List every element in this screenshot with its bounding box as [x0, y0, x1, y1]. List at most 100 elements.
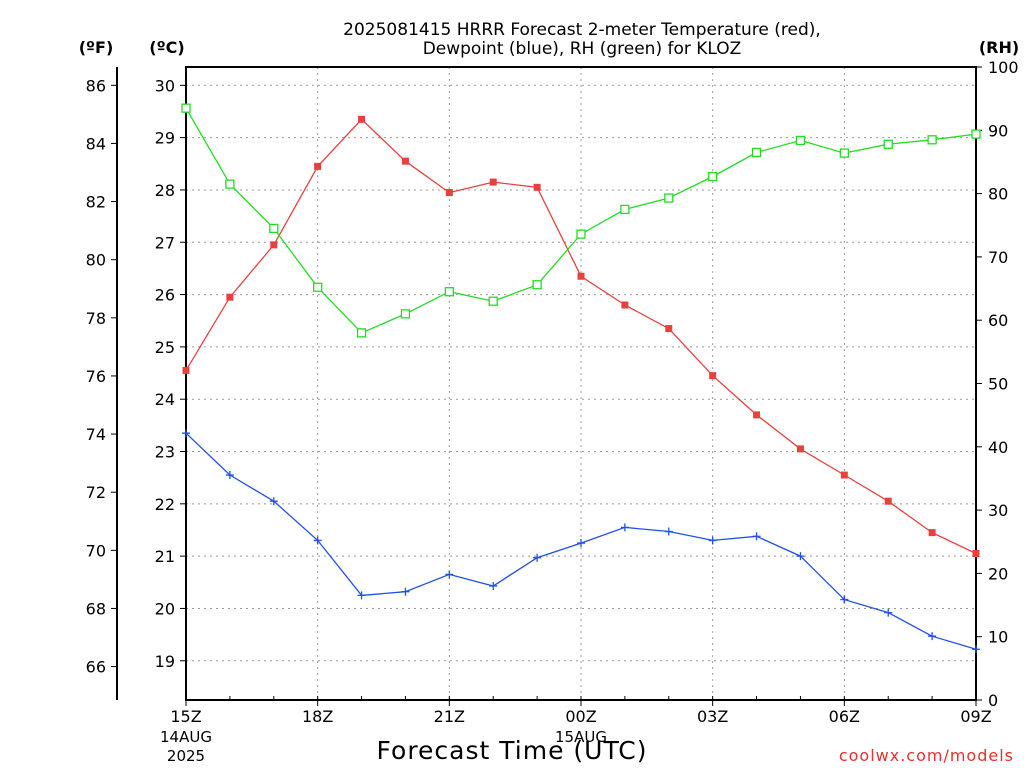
fahrenheit-tick-label: 80 — [86, 251, 106, 270]
rh-point — [225, 179, 235, 189]
x-axis-label: Forecast Time (UTC) — [377, 736, 648, 765]
time-tick-label: 06Z — [829, 707, 860, 726]
series-2-group — [181, 103, 981, 338]
dewpoint-point — [182, 429, 190, 438]
dewpoint-point — [533, 553, 542, 562]
rh-point — [971, 129, 981, 139]
rh-tick-label: 20 — [988, 564, 1008, 583]
fahrenheit-tick-label: 66 — [86, 658, 106, 677]
rh-point — [356, 328, 367, 338]
credit-text: coolwx.com/models — [839, 746, 1014, 765]
celsius-tick-label: 20 — [155, 599, 175, 618]
rh-point — [576, 229, 586, 239]
grid-lines — [186, 67, 976, 700]
title-line-2: Dewpoint (blue), RH (green) for KLOZ — [423, 39, 742, 59]
celsius-tick-label: 21 — [155, 547, 175, 566]
rh-tick-label: 40 — [988, 438, 1008, 457]
series-2-line — [185, 107, 977, 334]
celsius-tick-label: 27 — [155, 233, 175, 252]
dewpoint-point — [708, 536, 717, 545]
date-label: 15AUG — [555, 728, 607, 746]
dewpoint-point — [401, 587, 410, 596]
temperature-point — [753, 411, 761, 419]
temperature-point — [401, 157, 409, 165]
rh-tick-label: 60 — [988, 311, 1008, 330]
celsius-tick-label: 22 — [155, 495, 175, 514]
rh-tick-label: 70 — [988, 248, 1008, 267]
temperature-point — [709, 372, 717, 380]
rh-point — [488, 296, 498, 306]
rh-axis-unit: (RH) — [979, 38, 1019, 57]
rh-point — [883, 139, 893, 149]
celsius-tick-label: 23 — [155, 443, 175, 462]
fahrenheit-tick-label: 78 — [86, 309, 106, 328]
temperature-point — [489, 178, 497, 186]
dewpoint-point — [489, 581, 498, 590]
rh-tick-label: 0 — [988, 691, 998, 710]
series-0-group — [182, 115, 980, 558]
celsius-tick-label: 30 — [155, 76, 175, 95]
rh-point — [795, 135, 806, 146]
rh-tick-label: 50 — [988, 375, 1008, 394]
temperature-point — [665, 325, 673, 333]
time-tick-label: 15Z — [170, 707, 201, 726]
celsius-tick-label: 24 — [155, 390, 175, 409]
dewpoint-point — [225, 471, 234, 480]
plot-frame — [185, 66, 977, 701]
dewpoint-point — [928, 632, 937, 641]
rh-point — [444, 287, 454, 297]
rh-point — [751, 147, 762, 158]
rh-tick-label: 10 — [988, 628, 1008, 647]
time-tick-label: 09Z — [960, 707, 991, 726]
rh-point — [532, 280, 542, 290]
rh-tick-label: 90 — [988, 121, 1008, 140]
celsius-tick-label: 19 — [155, 652, 175, 671]
temperature-point — [182, 366, 190, 374]
dewpoint-point — [357, 591, 366, 600]
fahrenheit-tick-label: 74 — [86, 425, 106, 444]
dewpoint-point — [884, 608, 893, 617]
temperature-point — [358, 115, 366, 123]
axes — [116, 66, 977, 701]
temperature-point — [533, 183, 541, 191]
time-tick-label: 00Z — [565, 707, 596, 726]
dewpoint-point — [752, 532, 761, 541]
rh-point — [269, 223, 279, 234]
time-tick-label: 18Z — [302, 707, 333, 726]
dewpoint-point — [269, 497, 278, 506]
fahrenheit-tick-label: 76 — [86, 367, 106, 386]
dewpoint-point — [313, 536, 322, 545]
temperature-point — [270, 241, 278, 249]
dewpoint-point — [972, 645, 980, 654]
rh-point — [839, 148, 849, 158]
fahrenheit-tick-label: 84 — [86, 134, 106, 153]
data-series — [181, 103, 981, 654]
dewpoint-point — [445, 570, 454, 579]
dewpoint-point — [840, 595, 849, 604]
temperature-point — [796, 445, 804, 453]
time-tick-label: 03Z — [697, 707, 728, 726]
celsius-tick-label: 28 — [155, 181, 175, 200]
title-line-1: 2025081415 HRRR Forecast 2-meter Tempera… — [343, 20, 821, 40]
rh-point — [313, 282, 323, 292]
fahrenheit-tick-label: 68 — [86, 599, 106, 618]
temperature-point — [314, 162, 322, 170]
dewpoint-point — [577, 539, 585, 548]
celsius-tick-label: 25 — [155, 338, 175, 357]
temperature-point — [226, 293, 234, 301]
date-label: 14AUG — [160, 728, 212, 746]
rh-point — [181, 103, 191, 113]
rh-point — [708, 171, 718, 182]
temperature-point — [972, 550, 980, 558]
temperature-point — [621, 301, 629, 309]
temperature-point — [445, 189, 453, 197]
fahrenheit-tick-label: 72 — [86, 483, 106, 502]
celsius-axis-unit: (ºC) — [149, 38, 184, 57]
rh-point — [927, 135, 937, 145]
rh-tick-label: 100 — [988, 58, 1019, 77]
time-tick-label: 21Z — [434, 707, 465, 726]
fahrenheit-tick-label: 70 — [86, 541, 106, 560]
date-label: 2025 — [167, 747, 205, 765]
temperature-point — [928, 529, 936, 537]
